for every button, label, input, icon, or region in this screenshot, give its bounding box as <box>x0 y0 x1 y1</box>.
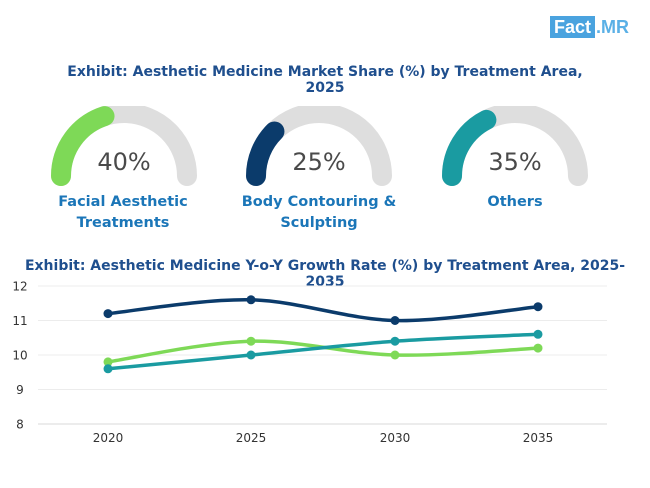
gauge-body-label: Body Contouring & Sculpting <box>241 194 397 231</box>
gauge-facial-svg <box>51 106 197 186</box>
data-point <box>533 329 543 339</box>
gauge-facial-value: 40% <box>97 148 151 176</box>
series-line-2 <box>106 332 540 371</box>
data-point <box>390 336 400 346</box>
y-tick-label: 11 <box>12 314 27 328</box>
gauge-others-label: Others <box>487 194 543 210</box>
data-point <box>246 295 256 305</box>
data-point <box>246 336 256 346</box>
data-point <box>390 316 400 325</box>
gauge-others: 35% <box>440 106 590 186</box>
logo-box-text: Fact <box>550 16 596 38</box>
y-tick-label: 10 <box>12 349 27 363</box>
gauge-body-svg <box>246 106 392 186</box>
data-point <box>533 343 543 353</box>
gauge-body: 25% <box>244 106 394 186</box>
data-point <box>246 350 256 360</box>
y-tick-label: 8 <box>16 418 24 432</box>
x-tick-label: 2035 <box>523 431 554 445</box>
gauge-facial: 40% <box>49 106 199 186</box>
data-point <box>103 364 113 374</box>
gauge-chart-title: Exhibit: Aesthetic Medicine Market Share… <box>67 64 583 96</box>
y-tick-label: 12 <box>12 280 27 294</box>
gauge-body-value: 25% <box>292 148 346 176</box>
y-tick-label: 9 <box>16 383 24 397</box>
x-tick-label: 2020 <box>93 431 124 445</box>
data-point <box>103 357 113 367</box>
factmr-logo: Fact .MR <box>550 16 629 38</box>
gauge-facial-label: Facial Aesthetic Treatments <box>58 194 188 231</box>
line-chart: 8 9 10 11 12 2020 2025 2030 2035 <box>12 280 607 445</box>
logo-rest-text: .MR <box>596 16 630 37</box>
series-line-0 <box>106 298 540 323</box>
data-point <box>390 350 400 360</box>
gauge-facial-fill <box>51 106 115 186</box>
gauge-others-svg <box>442 106 588 186</box>
data-point <box>533 302 543 312</box>
gauge-others-value: 35% <box>488 148 542 176</box>
x-tick-label: 2030 <box>380 431 411 445</box>
gauge-body-fill <box>246 121 285 186</box>
gauge-others-fill <box>442 109 497 186</box>
series-line-1 <box>106 339 540 364</box>
x-tick-label: 2025 <box>236 431 267 445</box>
data-point <box>103 309 113 319</box>
